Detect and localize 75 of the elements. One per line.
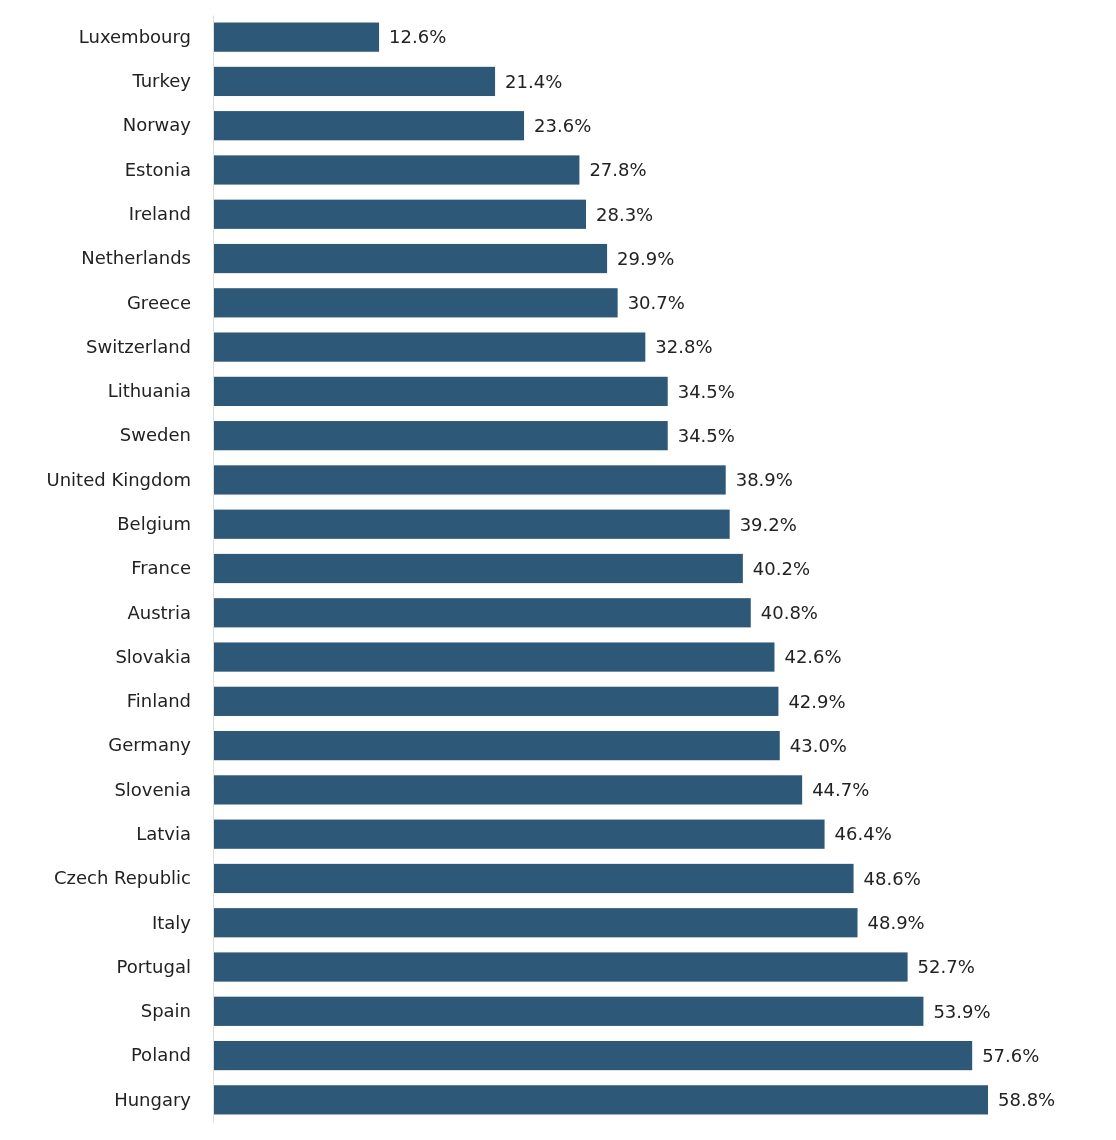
- y-tick-label: Lithuania: [107, 380, 191, 402]
- bar: [213, 509, 730, 539]
- y-tick-label: Netherlands: [81, 247, 191, 269]
- y-tick-label: Norway: [122, 114, 192, 136]
- bar: [213, 863, 854, 894]
- data-label: 30.7%: [627, 292, 685, 314]
- data-label: 58.8%: [998, 1089, 1056, 1111]
- bar: [213, 465, 726, 495]
- y-tick-label: Turkey: [131, 70, 192, 92]
- y-tick-label: Luxembourg: [78, 25, 191, 47]
- y-tick-label: Switzerland: [86, 335, 191, 357]
- data-label: 27.8%: [589, 159, 647, 181]
- data-label: 42.9%: [788, 690, 846, 712]
- y-tick-label: Estonia: [124, 158, 191, 180]
- y-tick-label: Latvia: [136, 822, 191, 844]
- data-label: 43.0%: [789, 734, 847, 756]
- data-label: 21.4%: [505, 70, 563, 92]
- data-label: 40.2%: [752, 557, 811, 579]
- bar: [213, 819, 825, 849]
- bar: [213, 642, 775, 672]
- bar: [213, 199, 586, 229]
- y-tick-label: Germany: [108, 734, 192, 756]
- bar: [213, 155, 580, 185]
- data-label: 57.6%: [982, 1044, 1040, 1066]
- data-label: 12.6%: [389, 26, 447, 48]
- bar: [213, 421, 668, 451]
- y-tick-label: Belgium: [117, 512, 191, 534]
- y-tick-label: Hungary: [114, 1088, 192, 1110]
- y-tick-label: Spain: [140, 1000, 191, 1022]
- data-label: 34.5%: [677, 380, 735, 402]
- data-label: 44.7%: [812, 779, 870, 801]
- bar: [213, 1040, 973, 1071]
- data-label: 38.9%: [735, 469, 793, 491]
- data-label: 34.5%: [677, 424, 735, 446]
- y-tick-label: France: [131, 557, 191, 579]
- bar: [213, 22, 380, 52]
- data-label: 48.9%: [867, 912, 925, 934]
- bar: [213, 686, 779, 716]
- bar: [213, 243, 608, 274]
- data-label: 28.3%: [596, 203, 654, 225]
- data-label: 32.8%: [655, 336, 713, 358]
- y-tick-label: Slovakia: [115, 645, 191, 667]
- data-label: 40.8%: [760, 602, 818, 624]
- y-tick-label: Poland: [130, 1044, 191, 1066]
- data-label: 29.9%: [617, 247, 675, 269]
- bar: [213, 1085, 988, 1115]
- data-label: 46.4%: [834, 823, 892, 845]
- bar: [213, 908, 858, 938]
- y-tick-label: United Kingdom: [46, 468, 191, 490]
- bar: [213, 66, 496, 97]
- y-tick-label: Czech Republic: [53, 867, 191, 889]
- bar: [213, 376, 668, 406]
- data-label: 23.6%: [534, 115, 592, 136]
- y-tick-label: Finland: [126, 690, 191, 712]
- y-tick-label: Austria: [127, 601, 191, 623]
- y-tick-label: Slovenia: [114, 778, 191, 800]
- data-label: 39.2%: [739, 513, 797, 535]
- bar: [213, 952, 908, 982]
- y-tick-label: Portugal: [116, 955, 191, 977]
- y-tick-label: Italy: [151, 911, 192, 933]
- y-tick-label: Sweden: [119, 424, 191, 446]
- bar: [213, 775, 803, 805]
- bar: [213, 553, 743, 584]
- y-tick-label: Greece: [126, 291, 191, 313]
- bar: [213, 598, 751, 628]
- bar: [213, 288, 618, 318]
- bar: [213, 996, 924, 1026]
- bar: [213, 111, 525, 141]
- y-tick-label: Ireland: [128, 203, 191, 225]
- data-label: 52.7%: [917, 956, 975, 978]
- bar: [213, 332, 646, 362]
- data-label: 48.6%: [863, 867, 921, 889]
- data-label: 53.9%: [933, 1000, 991, 1022]
- data-label: 42.6%: [784, 646, 842, 668]
- bar: [213, 731, 780, 761]
